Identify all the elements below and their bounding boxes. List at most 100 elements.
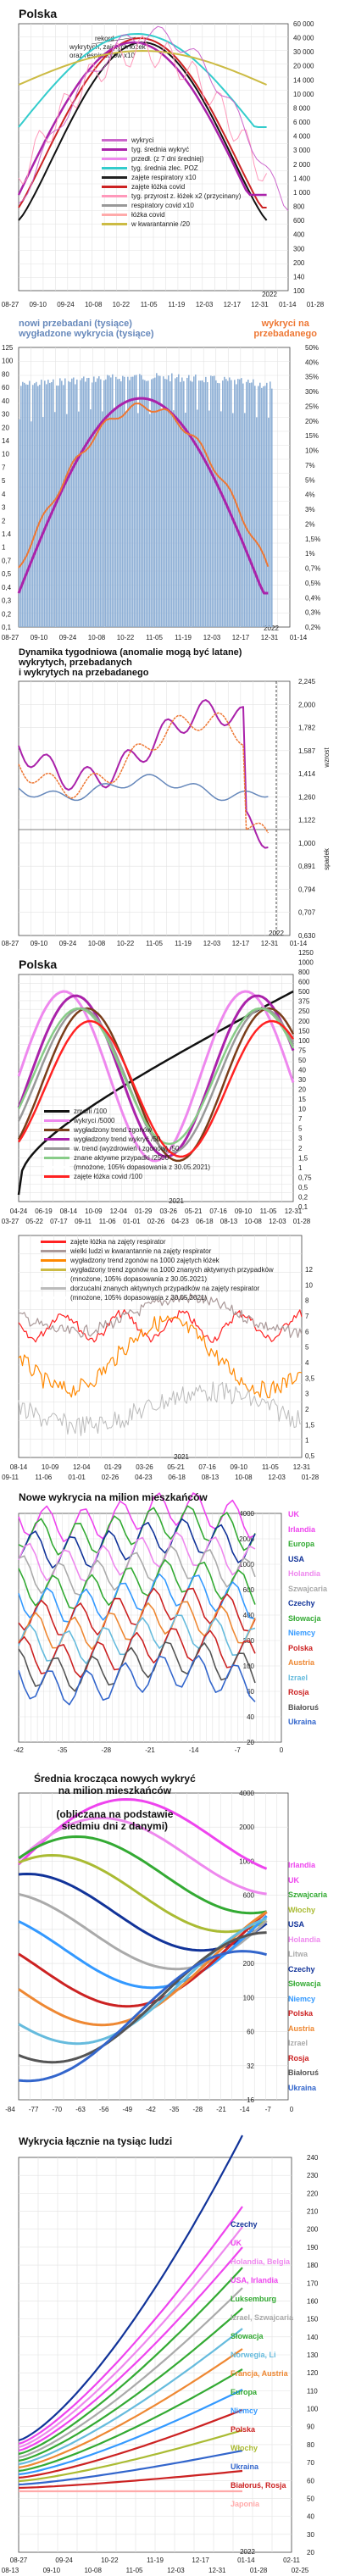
- series-country: [18, 1641, 256, 1692]
- x-tick-label: 10-09: [42, 1463, 59, 1471]
- x-tick-label: 01-29: [104, 1463, 122, 1471]
- legend-label: wygładzony trend zgonów na 1000 zajętych…: [70, 1257, 220, 1264]
- test-bar: [192, 381, 193, 627]
- y-tick-label: 5: [305, 1344, 309, 1352]
- x-tick-label: 11-05: [146, 634, 163, 641]
- series-country: [18, 2348, 243, 2469]
- country-label: Słowacja: [231, 2332, 264, 2340]
- y-tick-label: 2000: [239, 1535, 254, 1543]
- x-tick-label: 02-25: [292, 2567, 309, 2574]
- test-bar: [34, 383, 36, 627]
- x-tick-label: 08-13: [202, 1474, 220, 1481]
- x-tick-label: 05-22: [25, 1218, 43, 1225]
- country-label: Izrael: [288, 1673, 308, 1682]
- legend-label: zajęte łóżka na zajęty respirator: [70, 1238, 166, 1246]
- series-smoothed-detected: [17, 397, 269, 595]
- series-country: [18, 2449, 243, 2486]
- country-label: Europa: [288, 1540, 315, 1548]
- y-tick-label: 15%: [305, 432, 319, 440]
- test-bar: [66, 414, 68, 627]
- x-tick-label: 09-11: [75, 1218, 92, 1225]
- country-label: Holandia, Belgia: [231, 2257, 291, 2266]
- series-country: [18, 2246, 243, 2452]
- x-tick-label: 07-17: [50, 1218, 68, 1225]
- test-bar: [183, 380, 185, 627]
- test-bar: [144, 380, 146, 627]
- legend-swatch: [41, 1287, 66, 1290]
- legend-item: tyg. średnia wykryć: [102, 145, 241, 154]
- y-tick-label: 0,1: [298, 1203, 308, 1211]
- x-tick-label: 09-24: [59, 940, 77, 947]
- series-country: [18, 1917, 268, 2046]
- legend-label: respiratory covid x10: [131, 202, 194, 209]
- test-bar: [251, 382, 253, 627]
- country-label: Szwajcaria: [288, 1890, 328, 1899]
- y-tick-label: 60 000: [293, 20, 314, 28]
- x-tick-label: 08-27: [2, 940, 19, 947]
- country-label: Słowacja: [288, 1613, 321, 1623]
- y-tick-label: 210: [307, 2208, 319, 2216]
- test-bar: [76, 379, 78, 627]
- y-tick-label: 4000: [239, 1510, 254, 1518]
- x-tick-label: 09-24: [59, 634, 77, 641]
- x-tick-label: 12-17: [192, 2557, 209, 2564]
- test-bar: [37, 386, 39, 627]
- country-label: Słowacja: [288, 1979, 321, 1988]
- country-label: UK: [288, 1875, 299, 1885]
- series-country: [18, 2328, 243, 2466]
- test-bar: [119, 379, 120, 627]
- legend-label: łóżka covid: [131, 211, 165, 219]
- x-tick-label: 02-26: [102, 1474, 119, 1481]
- y-tick-label: 170: [307, 2279, 319, 2287]
- test-bar: [246, 381, 247, 627]
- x-tick-label: 12-03: [268, 1474, 286, 1481]
- test-bar: [122, 375, 124, 627]
- series-country: [18, 2267, 243, 2456]
- y-tick-label: 32: [247, 2062, 254, 2070]
- country-label: Japonia: [231, 2500, 260, 2508]
- x-tick-label: 09-10: [31, 634, 48, 641]
- test-bar: [102, 411, 103, 627]
- y-tick-label: 500: [298, 988, 310, 996]
- test-bar: [22, 381, 24, 627]
- axis-down-label: spadek: [323, 847, 331, 870]
- y-tick-label: 7%: [305, 462, 315, 469]
- legend-swatch: [44, 1138, 69, 1141]
- test-bar: [180, 381, 181, 627]
- x-tick-label: 01-28: [250, 2567, 268, 2574]
- y-tick-label: 150: [307, 2316, 319, 2323]
- y-tick-label: 50: [298, 1057, 306, 1064]
- country-label: Czechy: [231, 2220, 258, 2229]
- panel-title: Polska: [19, 958, 58, 971]
- x-tick-label: -14: [189, 1746, 199, 1754]
- series-country: [18, 2307, 243, 2462]
- x-tick-label: -35: [170, 2106, 180, 2113]
- test-bar: [108, 375, 110, 627]
- test-bar: [75, 384, 76, 627]
- y-tick-label: 0,5: [305, 1452, 315, 1460]
- test-bar: [132, 376, 134, 627]
- legend-label: wielki ludzi w kwarantannie na zajęty re…: [70, 1247, 212, 1255]
- y-tick-label: 1250: [298, 949, 314, 957]
- panel-poland-overview: 60 000 40 000 30 000 20 000 14 000 10 000 8 00…: [0, 0, 339, 314]
- legend-label: znane aktywne przypadki /2500: [74, 1154, 170, 1162]
- x-tick-label: -21: [145, 1746, 155, 1754]
- country-label: USA, Irlandia: [231, 2276, 279, 2285]
- test-bar: [173, 410, 175, 627]
- test-bar: [158, 375, 159, 627]
- test-bar: [44, 380, 46, 627]
- y-tick-label: 0,2: [2, 610, 12, 618]
- test-bar: [32, 385, 34, 627]
- legend-item: respiratory covid x10: [102, 201, 241, 210]
- country-label: Białoruś, Rosja: [231, 2481, 286, 2490]
- y-tick-label: 0,75: [298, 1174, 312, 1181]
- chart-poland-overview: 60 000 40 000 30 000 20 000 14 000 10 000 8 00…: [2, 20, 325, 308]
- y-tick-label: 140: [293, 273, 305, 280]
- x-tick-label: 12-03: [203, 634, 221, 641]
- test-bar: [176, 377, 178, 627]
- x-tick-label: 12-31: [261, 940, 279, 947]
- y-tick-label: 8: [305, 1297, 309, 1305]
- y-tick-label: 100: [293, 287, 305, 295]
- series-quarantine-per-resp: [18, 1293, 303, 1338]
